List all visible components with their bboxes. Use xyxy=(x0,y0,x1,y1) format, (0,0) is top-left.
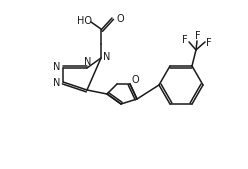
Text: N: N xyxy=(84,57,92,67)
Text: F: F xyxy=(182,35,188,45)
Text: N: N xyxy=(103,52,111,62)
Text: F: F xyxy=(206,38,212,48)
Text: N: N xyxy=(53,62,61,72)
Text: O: O xyxy=(131,75,139,85)
Text: F: F xyxy=(195,31,201,41)
Text: N: N xyxy=(53,78,61,88)
Text: HO: HO xyxy=(76,16,92,26)
Text: O: O xyxy=(116,14,124,24)
